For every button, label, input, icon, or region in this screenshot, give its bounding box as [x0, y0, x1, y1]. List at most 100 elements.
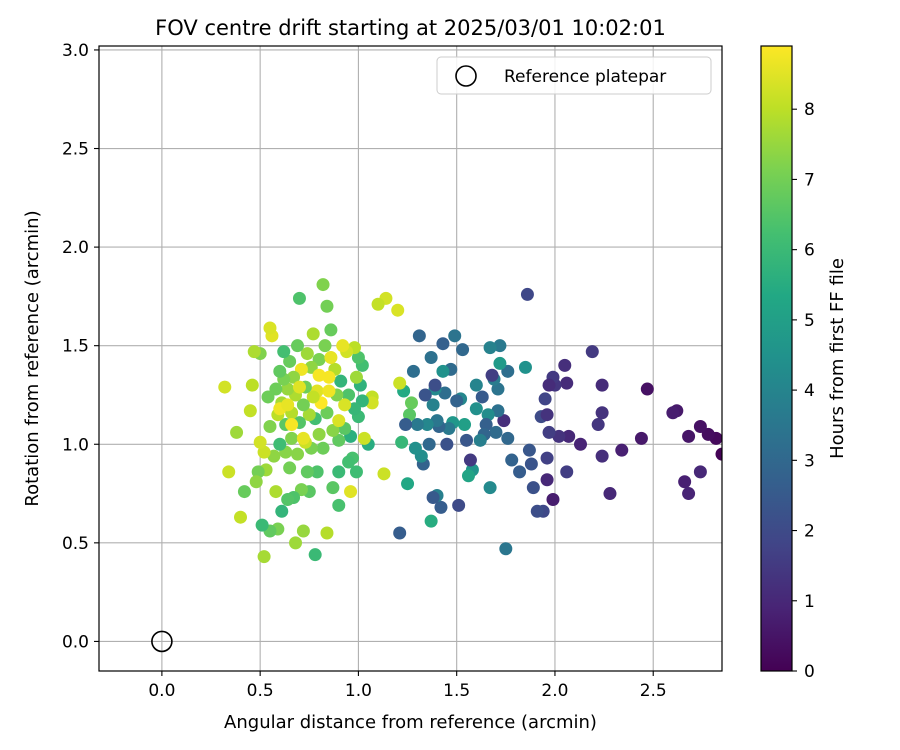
data-point: [281, 382, 295, 396]
data-point: [461, 469, 475, 483]
data-point: [334, 374, 348, 388]
data-point: [682, 487, 696, 501]
data-point: [302, 408, 316, 422]
data-point: [420, 418, 434, 432]
data-point: [483, 341, 497, 355]
data-point: [322, 370, 336, 384]
data-point: [324, 323, 338, 337]
data-point: [393, 376, 407, 390]
data-point: [287, 370, 301, 384]
data-point: [371, 297, 385, 311]
data-point: [440, 437, 454, 451]
data-point: [251, 465, 265, 479]
data-point: [513, 465, 527, 479]
data-point: [263, 321, 277, 335]
colorbar-tick-label: 1: [804, 592, 815, 612]
data-point: [322, 384, 336, 398]
data-point: [505, 453, 519, 467]
data-point: [294, 362, 308, 376]
data-point: [320, 526, 334, 540]
colorbar-tick-label: 4: [804, 381, 815, 401]
data-point: [312, 427, 326, 441]
data-point: [424, 514, 438, 528]
data-point: [296, 524, 310, 538]
data-point: [573, 437, 587, 451]
data-point: [715, 447, 722, 461]
data-point: [493, 356, 507, 370]
data-point: [552, 429, 566, 443]
data-point: [591, 418, 605, 432]
data-point: [603, 487, 617, 501]
legend: Reference platepar: [436, 56, 712, 95]
x-tick-label: 1.0: [345, 681, 372, 701]
data-point: [595, 406, 609, 420]
data-point: [326, 481, 340, 495]
data-point: [296, 431, 310, 445]
data-point: [542, 378, 556, 392]
data-point: [326, 423, 340, 437]
data-point: [245, 378, 259, 392]
data-point: [273, 364, 287, 378]
data-point: [522, 443, 536, 457]
data-point: [393, 526, 407, 540]
legend-marker-icon: [455, 65, 477, 87]
data-point: [332, 498, 346, 512]
data-point: [422, 437, 436, 451]
data-point: [399, 418, 413, 432]
data-point: [499, 542, 513, 556]
data-point: [438, 386, 452, 400]
data-point: [292, 380, 306, 394]
data-point: [290, 447, 304, 461]
data-point: [520, 287, 534, 301]
colorbar-label: Hours from first FF file: [827, 258, 848, 459]
data-point: [267, 449, 281, 463]
data-point: [257, 445, 271, 459]
data-point: [524, 457, 538, 471]
data-point: [300, 347, 314, 361]
data-point: [501, 431, 515, 445]
y-tick-label: 2.0: [62, 238, 89, 258]
data-point: [666, 406, 680, 420]
data-point: [318, 339, 332, 353]
data-point: [560, 465, 574, 479]
data-point: [428, 378, 442, 392]
data-point: [469, 402, 483, 416]
colorbar: [760, 45, 793, 672]
data-point: [473, 433, 487, 447]
data-point: [542, 425, 556, 439]
y-tick-label: 0.5: [62, 534, 89, 554]
data-point: [306, 327, 320, 341]
data-point: [332, 433, 346, 447]
data-points: [218, 278, 722, 564]
data-point: [475, 390, 489, 404]
colorbar-tick-label: 8: [804, 100, 815, 120]
data-point: [283, 461, 297, 475]
data-point: [452, 498, 466, 512]
data-point: [347, 402, 361, 416]
data-point: [304, 360, 318, 374]
x-axis-label: Angular distance from reference (arcmin): [224, 712, 597, 733]
axes-frame: [98, 45, 723, 672]
data-point: [540, 408, 554, 422]
colorbar-tick-label: 7: [804, 170, 815, 190]
data-point: [403, 408, 417, 422]
data-point: [497, 414, 511, 428]
data-point: [332, 465, 346, 479]
data-point: [230, 425, 244, 439]
data-point: [701, 427, 715, 441]
data-point: [540, 451, 554, 465]
data-point: [306, 390, 320, 404]
x-tick-label: 2.5: [640, 681, 667, 701]
data-point: [448, 329, 462, 343]
colorbar-tick-label: 5: [804, 311, 815, 331]
data-point: [530, 504, 544, 518]
data-point: [261, 390, 275, 404]
data-point: [481, 408, 495, 422]
data-point: [218, 380, 232, 394]
reference-marker: [151, 630, 173, 653]
data-point: [489, 425, 503, 439]
data-point: [406, 364, 420, 378]
data-point: [285, 418, 299, 432]
data-point: [300, 465, 314, 479]
